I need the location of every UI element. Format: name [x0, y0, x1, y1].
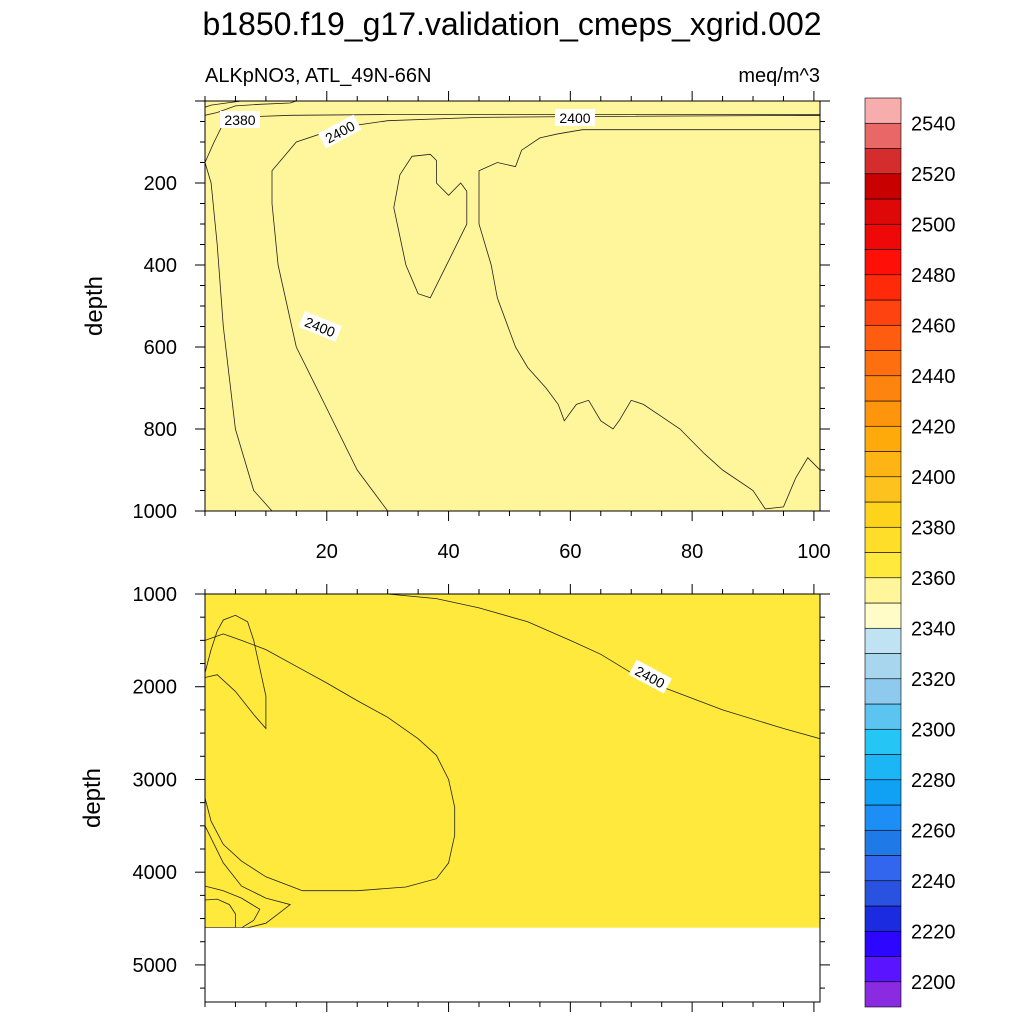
colorbar-swatch: [864, 703, 902, 730]
colorbar-swatch: [864, 400, 902, 427]
colorbar-tick-label: 2520: [911, 164, 956, 186]
colorbar-swatch: [864, 122, 902, 149]
upper-contour-region: [205, 101, 820, 511]
xtick-label: 100: [797, 541, 830, 563]
colorbar-swatch: [864, 905, 902, 932]
upper-ytick-label: 200: [144, 173, 177, 195]
colorbar-swatch: [864, 678, 902, 705]
colorbar-tick-label: 2300: [911, 719, 956, 741]
xtick-label: 20: [316, 541, 338, 563]
colorbar-swatch: [864, 804, 902, 831]
colorbar-swatch: [864, 375, 902, 402]
colorbar-swatch: [864, 602, 902, 629]
colorbar-swatch: [864, 653, 902, 680]
lower-ylabel: depth: [79, 768, 106, 828]
upper-contour-label-text: 2400: [559, 110, 590, 126]
colorbar-swatch: [864, 577, 902, 604]
upper-contour-label-bg: [318, 114, 362, 149]
upper-ytick-label: 800: [144, 419, 177, 441]
colorbar-swatch: [864, 728, 902, 755]
colorbar-tick-label: 2400: [911, 467, 956, 489]
colorbar-tick-label: 2220: [911, 921, 956, 943]
upper-ylabel: depth: [81, 276, 108, 336]
lower-contour-region: [205, 633, 456, 892]
lower-contour-label-bg: [628, 659, 672, 694]
colorbar-tick-label: 2500: [911, 214, 956, 236]
colorbar-tick-label: 2360: [911, 568, 956, 590]
lower-ytick-label: 3000: [133, 769, 178, 791]
colorbar-tick-label: 2540: [911, 113, 956, 135]
upper-contour-label-text: 2380: [224, 112, 255, 128]
colorbar-swatch: [864, 956, 902, 983]
colorbar-swatch: [864, 855, 902, 882]
xtick-label: 40: [437, 541, 459, 563]
colorbar-tick-label: 2480: [911, 265, 956, 287]
colorbar-swatch: [864, 324, 902, 351]
colorbar-tick-label: 2440: [911, 366, 956, 388]
upper-contour-label-bg: [220, 111, 260, 128]
colorbar-swatch: [864, 223, 902, 250]
upper-contour-label: 2380: [220, 111, 260, 128]
chart-title: b1850.f19_g17.validation_cmeps_xgrid.002: [202, 6, 821, 42]
colorbar-swatch: [864, 299, 902, 326]
colorbar-swatch: [864, 627, 902, 654]
colorbar-swatch: [864, 476, 902, 503]
colorbar-swatch: [864, 148, 902, 175]
colorbar-swatch: [864, 274, 902, 301]
colorbar-swatch: [864, 930, 902, 957]
colorbar-swatch: [864, 754, 902, 781]
colorbar-tick-label: 2420: [911, 416, 956, 438]
colorbar-tick-label: 2320: [911, 669, 956, 691]
lower-contour-region: [205, 614, 267, 730]
upper-ytick-label: 1000: [133, 501, 178, 523]
upper-ytick-label: 600: [144, 337, 177, 359]
upper-contour-region: [205, 101, 242, 108]
lower-panel-frame: [204, 593, 821, 1003]
colorbar-swatch: [864, 198, 902, 225]
lower-ytick-label: 2000: [133, 677, 178, 699]
lower-contour-region: [205, 594, 820, 928]
upper-contour-label-bg: [298, 311, 342, 342]
xtick-label: 80: [681, 541, 703, 563]
colorbar-swatch: [864, 173, 902, 200]
colorbar-swatch: [864, 451, 902, 478]
colorbar-tick-label: 2460: [911, 315, 956, 337]
colorbar-tick-label: 2280: [911, 770, 956, 792]
colorbar-swatch: [864, 779, 902, 806]
lower-ytick-label: 4000: [133, 862, 178, 884]
colorbar-swatch: [864, 425, 902, 452]
colorbar-swatch: [864, 526, 902, 553]
colorbar-tick-label: 2380: [911, 517, 956, 539]
lower-ytick-label: 5000: [133, 955, 178, 977]
lower-no-data-area: [205, 927, 820, 1002]
colorbar: 2200 2220 2240 2260 2280 2300 2320 2340 2360 2380…: [864, 97, 956, 1008]
colorbar-tick-label: 2200: [911, 972, 956, 994]
upper-contour-label-bg: [555, 109, 595, 126]
colorbar-tick-label: 2240: [911, 871, 956, 893]
lower-ytick-label: 1000: [133, 584, 178, 606]
upper-contour-region: [393, 153, 468, 299]
chart-subtitle-right: meq/m^3: [738, 65, 820, 87]
colorbar-swatch: [864, 552, 902, 579]
colorbar-swatch: [864, 501, 902, 528]
upper-ytick-label: 400: [144, 255, 177, 277]
colorbar-swatch: [864, 97, 902, 124]
colorbar-swatch: [864, 249, 902, 276]
upper-contour-region: [478, 129, 820, 510]
colorbar-tick-label: 2340: [911, 618, 956, 640]
colorbar-swatch: [864, 880, 902, 907]
colorbar-swatch: [864, 829, 902, 856]
colorbar-swatch: [864, 981, 902, 1008]
upper-contour-label: 2400: [555, 109, 595, 126]
colorbar-swatch: [864, 350, 902, 377]
colorbar-tick-label: 2260: [911, 820, 956, 842]
lower-contour-region: [205, 898, 236, 929]
xtick-label: 60: [559, 541, 581, 563]
chart-subtitle-left: ALKpNO3, ATL_49N-66N: [205, 65, 431, 87]
